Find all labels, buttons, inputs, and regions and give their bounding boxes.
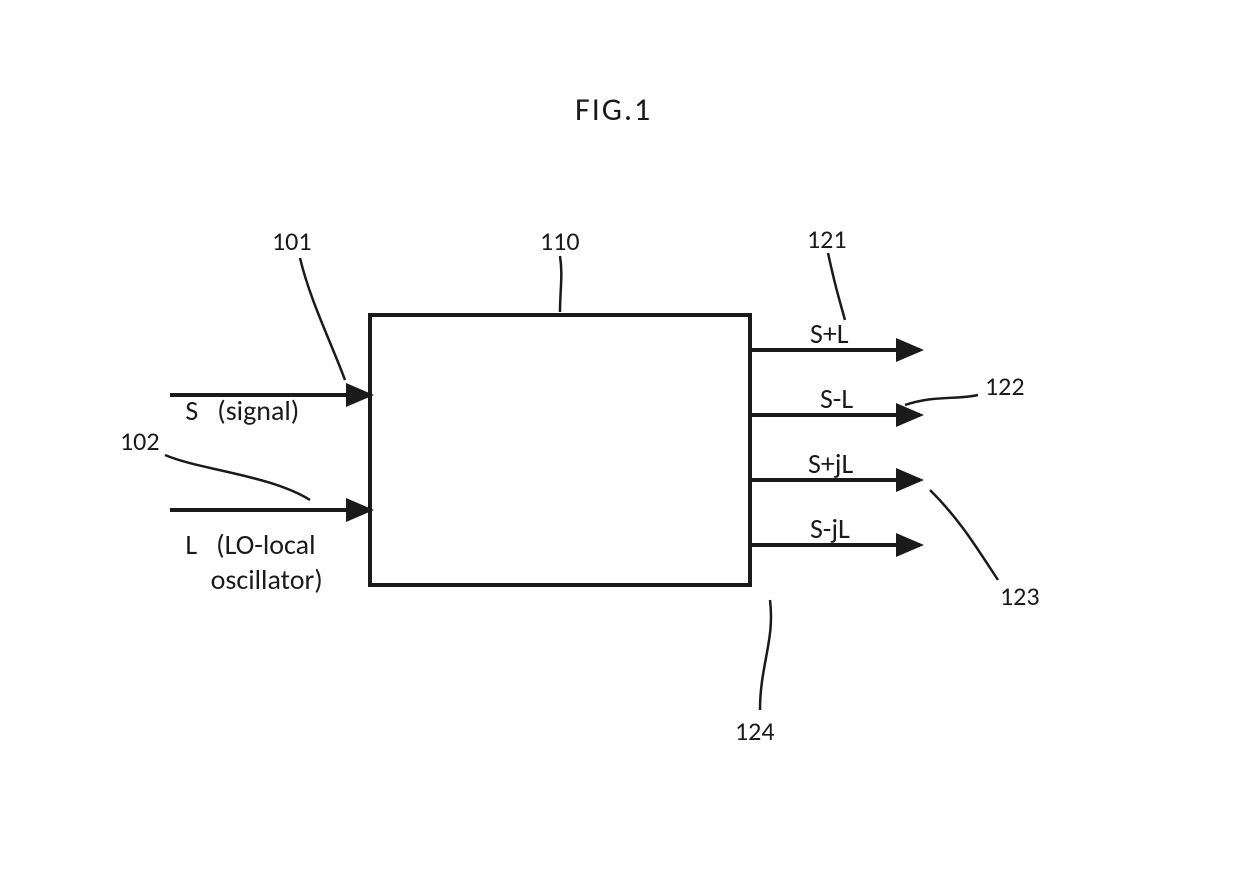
input-s-label: S (signal) [160,358,299,463]
diagram-canvas: FIG.1 S (signal) L (LO-local [0,0,1240,892]
ref-122: 122 [985,370,1025,402]
ref-102: 102 [120,425,160,457]
output-4-label: S-jL [810,511,850,546]
input-s-name: S [185,393,198,428]
input-l-label: L (LO-local oscillator) [160,492,323,632]
output-1-label: S+L [810,316,849,351]
ref-124: 124 [735,715,775,747]
leader-110 [560,256,561,312]
input-l-name: L [185,527,197,562]
leader-123 [930,490,998,580]
leader-124 [760,600,771,710]
ref-123: 123 [1000,580,1040,612]
leader-101 [300,258,345,380]
leader-121 [828,253,845,320]
ref-121: 121 [807,223,847,255]
output-2-label: S-L [820,381,853,416]
output-3-label: S+jL [808,446,853,481]
input-s-desc: (signal) [217,393,299,428]
leader-122 [905,395,978,405]
hybrid-box-rect [370,315,750,585]
ref-101: 101 [272,225,312,257]
ref-110: 110 [540,225,580,257]
